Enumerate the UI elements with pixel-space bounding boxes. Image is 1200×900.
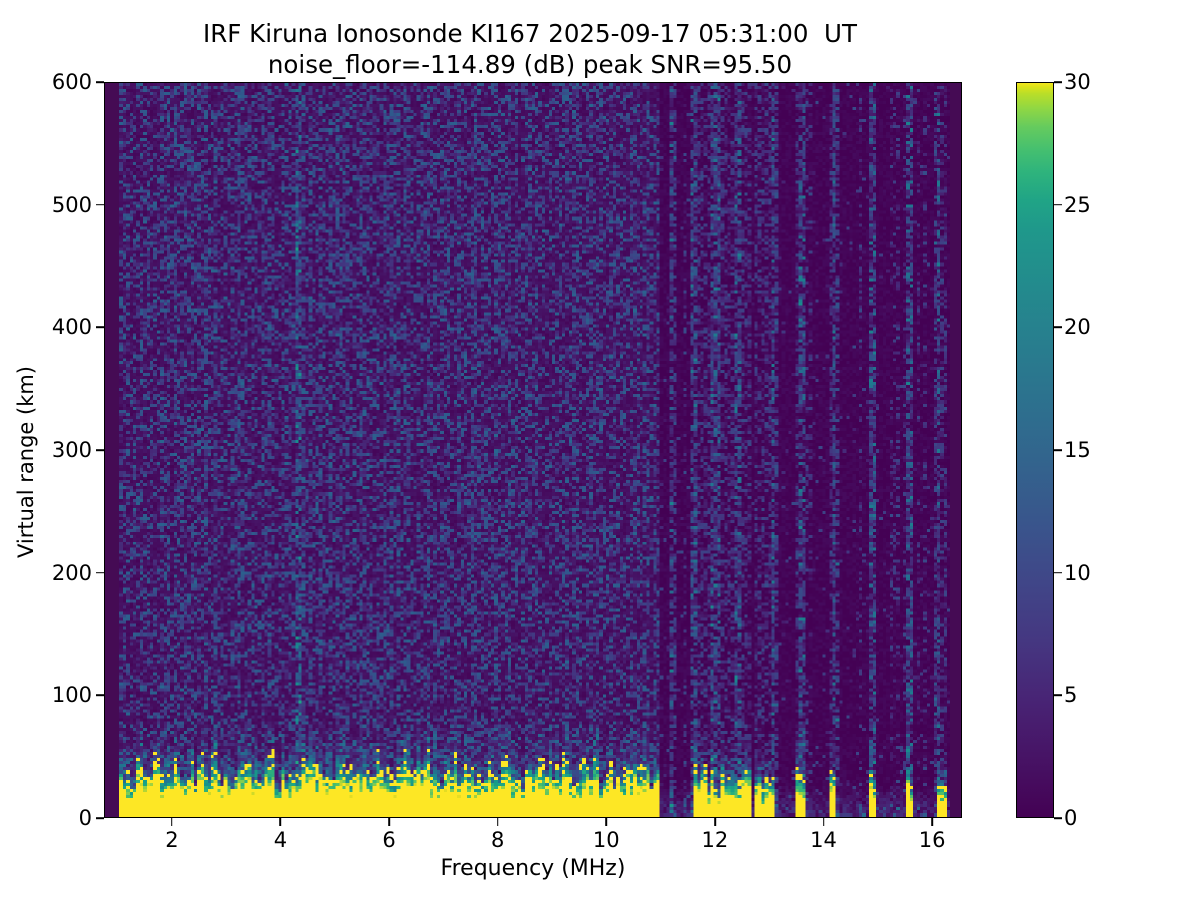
x-tick-mark [171,818,173,826]
title-line-secondary: noise_floor=-114.89 (dB) peak SNR=95.50 [267,50,793,80]
colorbar-tick-mark [1054,81,1062,83]
y-axis-label: Virtual range (km) [14,365,38,559]
y-tick-mark [96,326,104,329]
y-tick-label: 0 [78,806,92,830]
colorbar-tick-mark [1054,694,1062,697]
x-tick-label: 2 [165,828,179,852]
colorbar-tick-label: 15 [1064,438,1091,462]
x-tick-mark [931,818,933,826]
y-tick-mark [96,571,104,574]
colorbar-tick-label: 20 [1064,315,1091,340]
y-tick-mark [96,449,104,451]
x-tick-mark [279,818,282,826]
ionogram-heatmap [105,83,961,817]
y-tick-mark [96,694,104,697]
colorbar-tick-label: 30 [1064,70,1091,94]
y-tick-mark [96,81,104,83]
colorbar-tick-label: 10 [1064,560,1091,585]
chart-title: IRF Kiruna Ionosonde KI167 2025-09-17 05… [0,18,1060,81]
x-tick-label: 16 [918,828,946,852]
plot-area[interactable] [104,82,962,818]
colorbar-tick-mark [1054,203,1062,206]
x-tick-label: 10 [592,828,620,852]
x-tick-label: 12 [701,828,729,852]
y-tick-label: 500 [51,192,92,217]
x-tick-mark [822,818,825,826]
colorbar-tick-label: 5 [1064,683,1078,708]
x-tick-label: 4 [273,828,288,852]
colorbar[interactable] [1016,82,1054,818]
y-tick-label: 100 [51,683,92,708]
x-tick-mark [496,818,499,826]
x-tick-mark [714,818,716,826]
x-tick-label: 6 [382,828,396,852]
colorbar-tick-label: 25 [1064,192,1091,217]
x-axis-label: Frequency (MHz) [440,856,626,881]
colorbar-tick-mark [1054,571,1062,574]
colorbar-tick-mark [1054,449,1062,451]
y-tick-mark [96,203,104,206]
x-tick-label: 8 [491,828,505,852]
colorbar-tick-mark [1054,326,1062,329]
x-tick-mark [388,818,390,826]
colorbar-tick-label: 0 [1064,806,1078,830]
colorbar-label-holder: SNR (dB) [0,0,1,1]
x-tick-mark [605,818,608,826]
title-line-primary: IRF Kiruna Ionosonde KI167 2025-09-17 05… [203,19,857,48]
colorbar-tick-mark [1054,817,1062,819]
x-tick-label: 14 [810,828,837,852]
y-tick-mark [96,817,104,819]
